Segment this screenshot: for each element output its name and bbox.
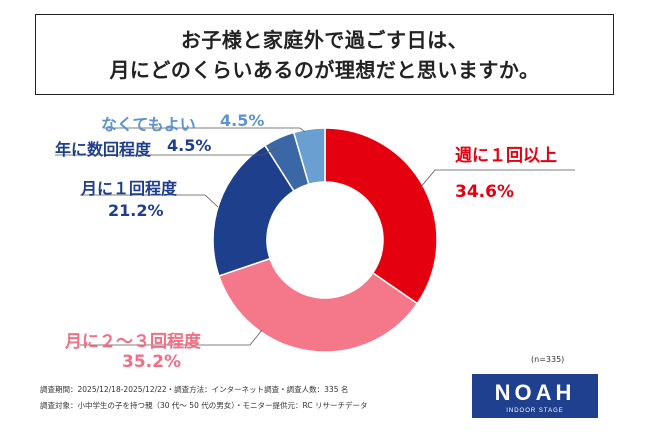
label-yearly-name: 年に数回程度	[55, 140, 152, 159]
label-none-name: なくてもよい	[101, 115, 196, 134]
label-weekly-name: 週に１回以上	[455, 146, 557, 166]
label-monthly-value: 21.2%	[108, 201, 164, 220]
label-weekly-value: 34.6%	[455, 182, 514, 202]
label-2to3-name: 月に２～３回程度	[65, 332, 201, 352]
label-2to3-value: 35.2%	[122, 352, 181, 372]
chart-title-box: お子様と家庭外で過ごす日は、 月にどのくらいあるのが理想だと思いますか。	[35, 14, 614, 95]
footer-line-1: 調査期間：2025/12/18-2025/12/22・調査方法：インターネット調…	[40, 385, 349, 394]
footer-line-2: 調査対象：小中学生の子を持つ親（30 代～ 50 代の男女）・モニター提供元：R…	[40, 401, 368, 410]
label-yearly-value: 4.5%	[167, 136, 212, 155]
logo-sub-text: INDOOR STAGE	[506, 408, 564, 414]
logo-background	[472, 374, 598, 418]
leader-none-line	[103, 127, 306, 133]
leader-weekly-line	[419, 169, 575, 189]
donut-slice-weekly	[324, 127, 438, 305]
leader-monthly-line	[80, 194, 219, 208]
logo-main-text: NOAH	[495, 380, 576, 405]
noah-logo: NOAH INDOOR STAGE	[472, 374, 598, 418]
chart-title-line-1: お子様と家庭外で過ごす日は、	[180, 27, 469, 52]
label-monthly-name: 月に１回程度	[81, 179, 178, 198]
leader-yearly-line	[55, 147, 278, 156]
donut-slice-none-needed	[292, 127, 326, 186]
donut-slice-two-to-three-monthly	[217, 257, 419, 353]
leader-two-to-three-line	[80, 329, 263, 346]
label-none-value: 4.5%	[220, 111, 265, 130]
chart-title-line-2: 月にどのくらいあるのが理想だと思いますか。	[109, 57, 540, 82]
sample-size-note: (n=335)	[531, 355, 565, 364]
